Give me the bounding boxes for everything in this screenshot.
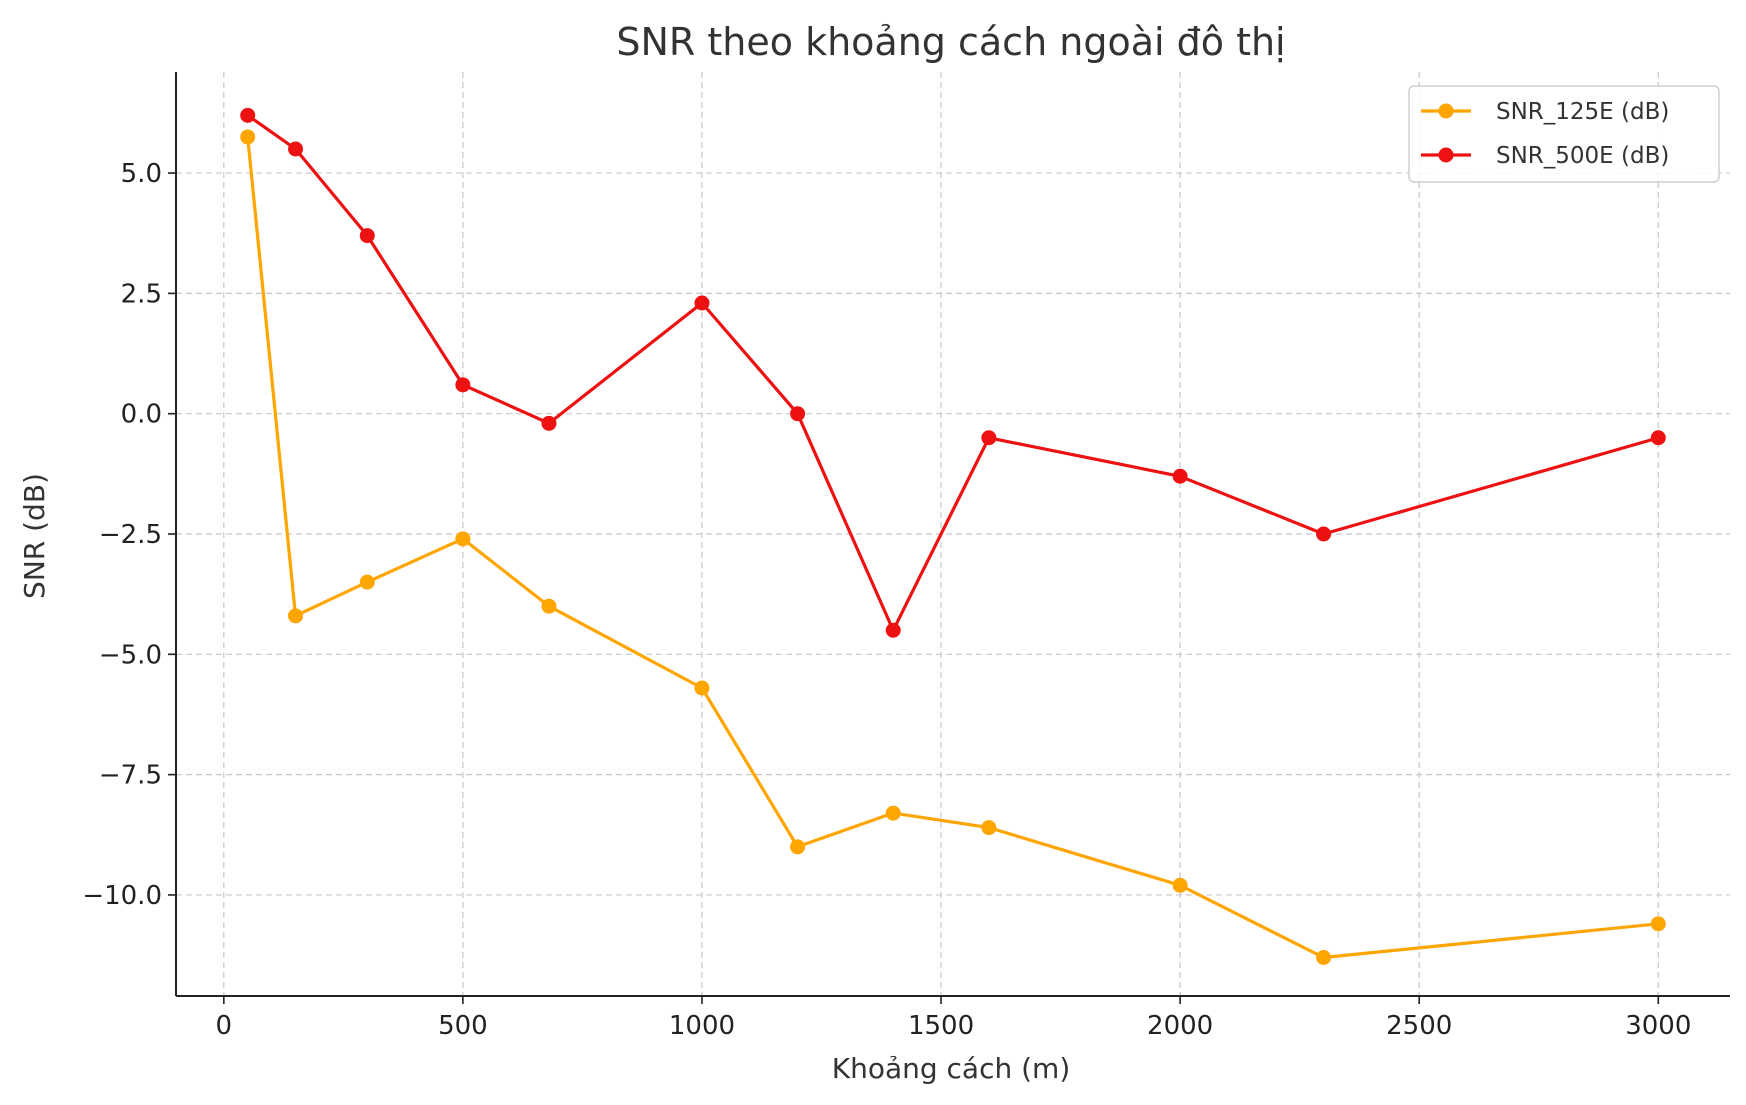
data-point	[694, 680, 710, 696]
x-tick-label: 2500	[1386, 1011, 1452, 1041]
data-point	[240, 107, 256, 123]
x-tick-label: 500	[438, 1011, 488, 1041]
data-point	[1172, 468, 1188, 484]
y-tick-label: −10.0	[82, 881, 162, 911]
data-point	[1316, 950, 1332, 965]
x-tick-label: 1000	[669, 1011, 735, 1041]
series-line	[246, 136, 1659, 960]
data-point	[288, 608, 304, 624]
data-point	[1316, 526, 1332, 542]
legend-frame	[1408, 85, 1720, 183]
legend-label: SNR_125E (dB)	[1496, 99, 1669, 125]
x-tick-label: 1500	[908, 1011, 974, 1041]
legend-marker	[1438, 103, 1454, 119]
data-point	[885, 622, 901, 638]
data-point	[790, 839, 806, 855]
data-point	[455, 377, 471, 393]
y-tick-label: −7.5	[99, 761, 162, 791]
data-point	[885, 805, 901, 821]
y-tick-label: 5.0	[121, 159, 162, 189]
x-axis-label: Khoảng cách (m)	[832, 1052, 1071, 1085]
data-point	[1650, 916, 1666, 932]
y-tick-label: 2.5	[121, 279, 162, 309]
data-point	[541, 598, 557, 614]
data-point	[359, 574, 375, 590]
legend-item-2: SNR_500E (dB)	[1421, 143, 1669, 169]
series-1	[240, 129, 1666, 965]
grid-layer	[176, 72, 1730, 996]
legend-item-1: SNR_125E (dB)	[1421, 99, 1669, 125]
x-tick-label: 0	[216, 1011, 233, 1041]
series-2	[240, 107, 1666, 638]
data-point	[1172, 877, 1188, 893]
y-tick-label: −2.5	[99, 520, 162, 550]
data-point	[694, 295, 710, 311]
data-point	[790, 406, 806, 422]
series-line	[246, 113, 1659, 632]
chart-title: SNR theo khoảng cách ngoài đô thị	[616, 20, 1285, 64]
x-tick-label: 3000	[1625, 1011, 1691, 1041]
data-point	[240, 129, 256, 145]
data-point	[981, 820, 997, 836]
data-point	[359, 228, 375, 244]
y-axis-label: SNR (dB)	[18, 473, 51, 599]
data-point	[455, 531, 471, 547]
y-tick-label: 0.0	[121, 400, 162, 430]
data-point	[541, 415, 557, 431]
x-tick-label: 2000	[1147, 1011, 1213, 1041]
series-layer	[240, 107, 1666, 965]
data-point	[288, 141, 304, 157]
legend-marker	[1438, 147, 1454, 163]
axes-layer: 0 500 1000 1500 2000 2500 3000 5.0 2.5 0.0 −2.5 −5.…	[82, 72, 1730, 1041]
y-tick-label: −5.0	[99, 640, 162, 670]
legend-label: SNR_500E (dB)	[1496, 143, 1669, 169]
legend: SNR_125E (dB) SNR_500E (dB)	[1408, 85, 1720, 183]
data-point	[981, 430, 997, 446]
data-point	[1650, 430, 1666, 446]
